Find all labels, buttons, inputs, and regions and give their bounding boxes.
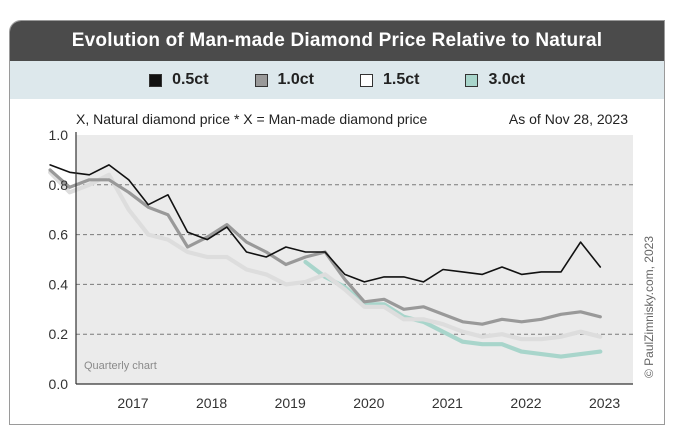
legend-swatch [254,73,268,87]
legend: 0.5ct 1.0ct 1.5ct 3.0ct [10,61,664,99]
legend-label: 0.5ct [172,71,209,88]
chart-title: Evolution of Man-made Diamond Price Rela… [10,21,664,61]
x-tick-label: 2023 [589,395,620,411]
series-line-1-5ct [48,170,603,342]
legend-item-3-0ct: 3.0ct [465,71,525,89]
quarterly-chart-note: Quarterly chart [84,360,157,372]
y-tick-label: 0.8 [49,177,69,193]
y-tick-label: 0.6 [49,227,69,243]
legend-item-1-5ct: 1.5ct [360,71,419,89]
legend-label: 3.0ct [488,71,525,88]
x-tick-label: 2021 [432,395,463,411]
legend-item-0-5ct: 0.5ct [149,71,209,89]
y-tick-label: 0.2 [49,326,69,342]
y-tick-label: 1.0 [49,127,69,143]
plot-area [76,135,633,384]
legend-swatch [360,73,373,87]
x-tick-label: 2020 [353,395,384,411]
x-tick-label: 2019 [275,395,306,411]
as-of-date: As of Nov 28, 2023 [509,111,628,127]
copyright-text: © PaulZimnisky.com, 2023 [642,236,656,378]
legend-swatch [465,73,479,87]
x-tick-label: 2018 [196,395,227,411]
x-tick-label: 2017 [117,395,148,411]
series-line-0-5ct [49,164,602,283]
legend-item-1-0ct: 1.0ct [254,71,314,89]
formula-annotation: X, Natural diamond price * X = Man-made … [76,111,428,127]
y-tick-label: 0.4 [49,276,69,292]
legend-label: 1.0ct [277,71,314,88]
x-tick-label: 2022 [510,395,541,411]
legend-label: 1.5ct [383,71,420,88]
legend-swatch [149,73,163,87]
y-tick-label: 0.0 [49,376,69,392]
